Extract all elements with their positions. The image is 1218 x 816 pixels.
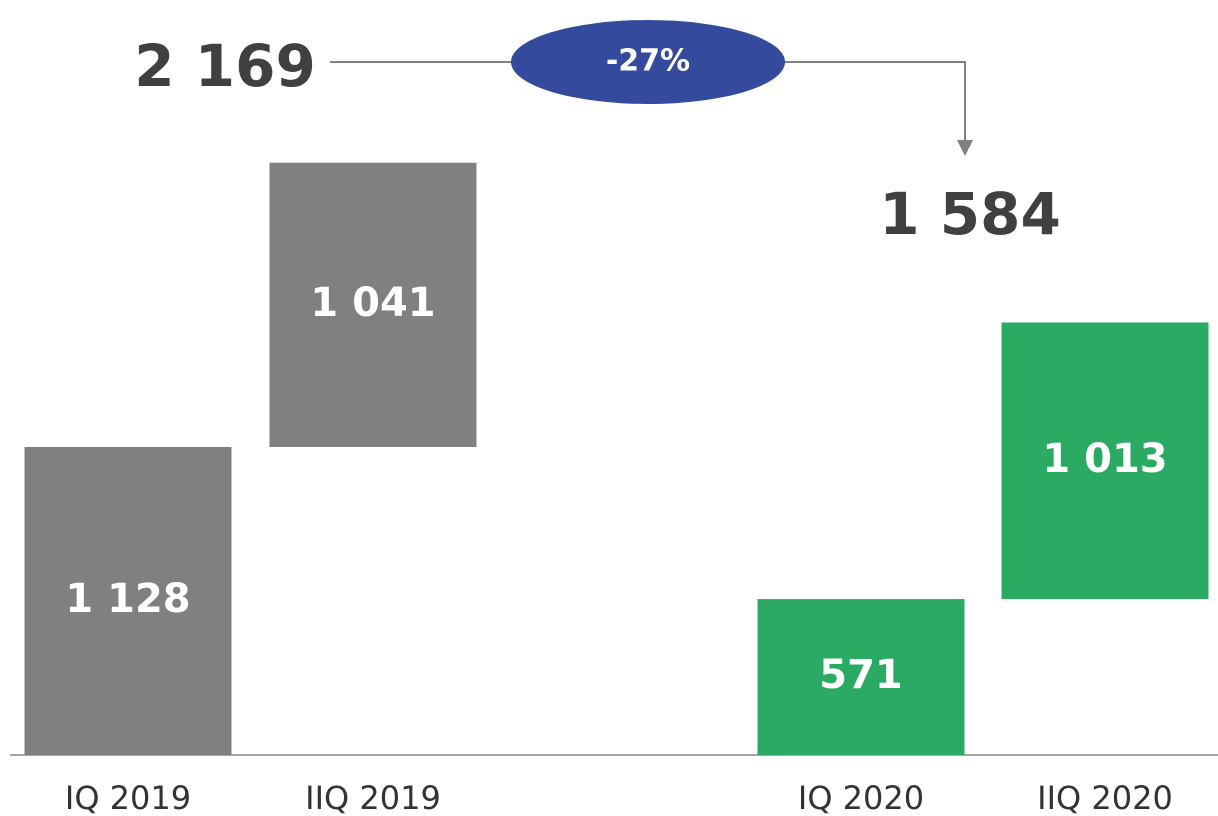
value-label: 571 (819, 652, 903, 698)
bar (757, 599, 965, 755)
x-tick-label: IIQ 2019 (305, 779, 441, 816)
bar (24, 446, 232, 755)
value-label: 1 041 (310, 280, 435, 326)
value-label: 1 128 (65, 576, 190, 622)
bar (1001, 322, 1209, 600)
value-label: 1 013 (1042, 436, 1167, 482)
x-tick-label: IQ 2020 (798, 779, 924, 816)
bar (269, 162, 477, 447)
change-label: -27% (606, 44, 690, 79)
total-label: 1 584 (879, 180, 1061, 248)
x-tick-label: IIQ 2020 (1037, 779, 1173, 816)
x-tick-label: IQ 2019 (65, 779, 191, 816)
arrow-head (957, 140, 973, 156)
total-label: 2 169 (134, 32, 316, 100)
change-badge (511, 20, 785, 104)
